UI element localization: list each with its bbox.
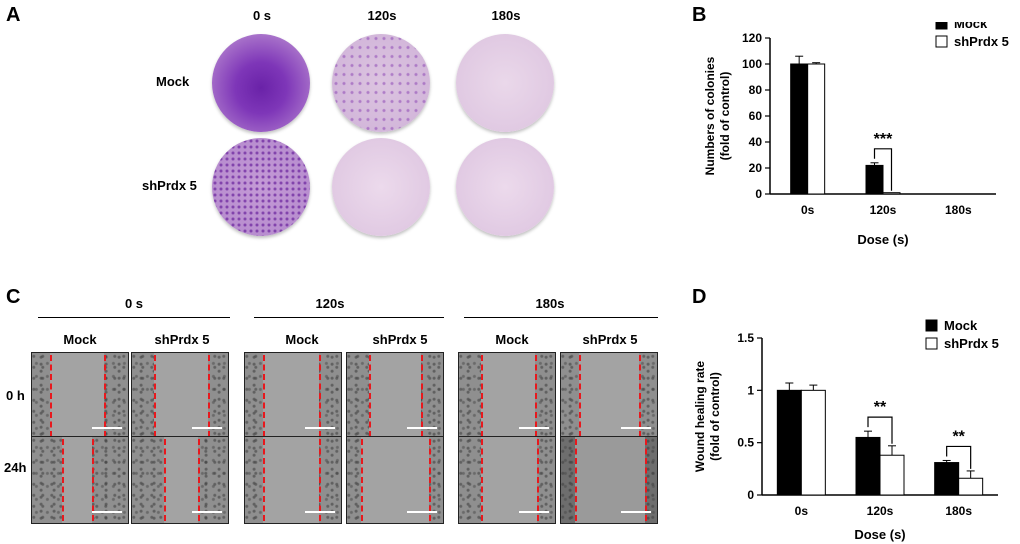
chart-d-legend-swatch-shprdx5 — [925, 337, 938, 350]
chart-b-x-tick-label: 0s — [801, 203, 815, 217]
chart-b: 0 20 40 60 80 100 120 0s 120s 180s *** Dose (s) Numb… — [703, 22, 1009, 247]
chart-d-legend-label-mock: Mock — [944, 318, 978, 333]
panel-c-group-line-120s — [254, 317, 444, 318]
micrograph-24h-mock-0s — [31, 436, 129, 524]
panel-a-row-shprdx5: shPrdx 5 — [142, 178, 197, 193]
panel-c-group-line-180s — [464, 317, 658, 318]
chart-d-bar-mock — [855, 436, 881, 496]
micrograph-24h-shprdx5-0s — [131, 436, 229, 524]
panel-letter-b: B — [692, 4, 707, 26]
chart-b-legend-swatch-mock — [935, 22, 948, 30]
chart-b-bar-mock — [865, 164, 884, 195]
chart-b-legend-label-mock: Mock — [954, 22, 988, 31]
chart-d-sig-bracket — [946, 445, 972, 469]
dish-mock-120s — [332, 34, 430, 132]
chart-d-y-tick-label: 0 — [747, 488, 754, 502]
chart-b-y-axis-label: Numbers of colonies — [703, 56, 717, 175]
chart-d-legend-label-shprdx5: shPrdx 5 — [944, 336, 999, 351]
chart-b-y-tick-label: 120 — [742, 31, 762, 45]
chart-d-sig-bracket — [867, 416, 893, 444]
micrograph-24h-shprdx5-120s — [346, 436, 444, 524]
panel-a-row-mock: Mock — [156, 74, 190, 89]
panel-c-sub-shprdx5-120s: shPrdx 5 — [372, 332, 428, 347]
panel-c-group-120s: 120s — [315, 296, 345, 311]
chart-d-y-axis-label: Wound healing rate — [693, 361, 707, 472]
chart-b-bar-mock — [790, 63, 809, 195]
panel-letter-c: C — [6, 286, 21, 308]
chart-b-bar-shprdx5 — [882, 192, 901, 195]
chart-b-legend-swatch-shprdx5 — [935, 35, 948, 48]
chart-d-x-tick-label: 180s — [945, 504, 972, 518]
panel-c-row-24h: 24h — [4, 460, 27, 475]
panel-c-sub-shprdx5-0s: shPrdx 5 — [154, 332, 210, 347]
chart-d-x-tick-label: 0s — [795, 504, 809, 518]
chart-b-bar-shprdx5 — [807, 63, 826, 195]
panel-c-sub-shprdx5-180s: shPrdx 5 — [582, 332, 638, 347]
chart-b-sig-label: *** — [874, 131, 893, 148]
chart-b-y-tick-label: 100 — [742, 57, 762, 71]
chart-b-x-tick-label: 180s — [945, 203, 972, 217]
panel-letter-a: A — [6, 4, 21, 26]
panel-letter-d: D — [692, 286, 707, 308]
chart-d-y-axis-label-2: (fold of control) — [708, 372, 722, 461]
panel-c-group-0s: 0 s — [124, 296, 144, 311]
dish-shprdx5-180s — [456, 138, 554, 236]
panel-c-group-line-0s — [38, 317, 230, 318]
micrograph-24h-shprdx5-180s — [560, 436, 658, 524]
chart-b-sig-bracket — [873, 148, 893, 191]
micrograph-24h-mock-180s — [458, 436, 556, 524]
chart-b-y-tick-label: 40 — [749, 135, 763, 149]
micrograph-0h-mock-180s — [458, 352, 556, 440]
chart-d-y-tick-label: 1.5 — [737, 331, 754, 345]
panel-a-col-180s: 180s — [491, 8, 521, 23]
micrograph-0h-shprdx5-120s — [346, 352, 444, 440]
micrograph-0h-mock-0s — [31, 352, 129, 440]
chart-d-bar-mock — [776, 389, 802, 496]
chart-b-y-tick-label: 20 — [749, 161, 763, 175]
panel-c-row-0h: 0 h — [6, 388, 25, 403]
dish-shprdx5-120s — [332, 138, 430, 236]
micrograph-0h-shprdx5-180s — [560, 352, 658, 440]
chart-d-bar-shprdx5 — [958, 477, 984, 496]
panel-c-sub-mock-180s: Mock — [495, 332, 529, 347]
chart-b-x-tick-label: 120s — [870, 203, 897, 217]
chart-d-bar-shprdx5 — [879, 454, 905, 496]
chart-d-sig-label: ** — [952, 428, 965, 445]
panel-a-col-120s: 120s — [367, 8, 397, 23]
dish-mock-180s — [456, 34, 554, 132]
chart-d-x-tick-label: 120s — [867, 504, 894, 518]
micrograph-24h-mock-120s — [244, 436, 342, 524]
chart-b-y-tick-label: 80 — [749, 83, 763, 97]
dish-mock-0s — [212, 34, 310, 132]
chart-d-bar-mock — [934, 462, 960, 496]
chart-d-y-tick-label: 0.5 — [737, 436, 754, 450]
micrograph-0h-shprdx5-0s — [131, 352, 229, 440]
chart-b-legend-label-shprdx5: shPrdx 5 — [954, 34, 1009, 49]
panel-c-sub-mock-120s: Mock — [285, 332, 319, 347]
chart-d-y-tick-label: 1 — [747, 383, 754, 397]
chart-d-x-axis-label: Dose (s) — [854, 527, 905, 542]
chart-b-y-axis-label-2: (fold of control) — [718, 72, 732, 161]
chart-d: 0 0.5 1 1.5 0s 120s 180s ** ** Dose (s) Wound heal… — [693, 318, 999, 542]
panel-a-col-0s: 0 s — [252, 8, 272, 23]
micrograph-0h-mock-120s — [244, 352, 342, 440]
chart-b-y-tick-label: 60 — [749, 109, 763, 123]
chart-d-sig-label: ** — [874, 399, 887, 416]
chart-b-y-tick-label: 0 — [755, 187, 762, 201]
chart-b-x-axis-label: Dose (s) — [857, 232, 908, 247]
dish-shprdx5-0s — [212, 138, 310, 236]
chart-d-bar-shprdx5 — [800, 389, 826, 496]
chart-d-legend-swatch-mock — [925, 319, 938, 332]
panel-c-group-180s: 180s — [535, 296, 565, 311]
panel-c-sub-mock-0s: Mock — [63, 332, 97, 347]
